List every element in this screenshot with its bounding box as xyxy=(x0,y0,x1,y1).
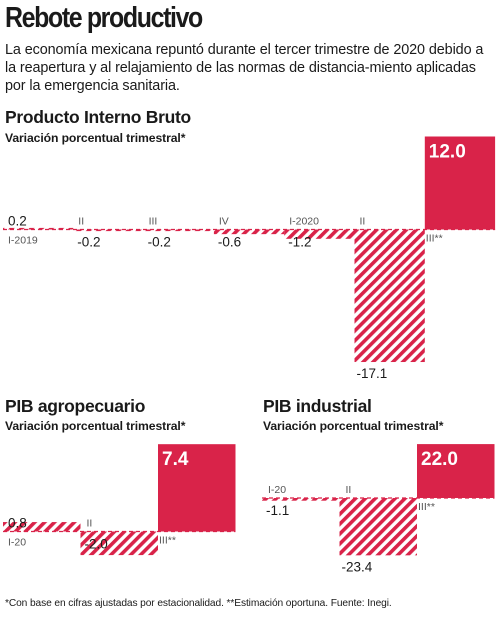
value-label: 0.2 xyxy=(8,214,27,229)
category-label: I-20 xyxy=(8,537,26,549)
value-label: -1.2 xyxy=(288,235,311,250)
value-label: 22.0 xyxy=(421,449,458,470)
bar-7 xyxy=(424,136,496,230)
bar-5 xyxy=(284,229,355,239)
category-label: II xyxy=(78,216,84,228)
value-label: -1.1 xyxy=(266,503,289,518)
category-label: III** xyxy=(426,233,443,245)
chart-title-agro: PIB agropecuario xyxy=(5,396,146,416)
value-label: -2.0 xyxy=(85,537,108,552)
chart-subtitle-pib: Variación porcentual trimestral* xyxy=(5,131,186,145)
page-title: Rebote productivo xyxy=(5,2,203,34)
chart-title-industrial: PIB industrial xyxy=(263,396,372,416)
value-label: -0.2 xyxy=(77,235,100,250)
value-label: -0.2 xyxy=(148,235,171,250)
footnote: *Con base en cifras ajustadas por estaci… xyxy=(5,598,392,609)
value-label: 7.4 xyxy=(162,449,189,470)
category-label: IV xyxy=(219,216,229,228)
category-label: II xyxy=(346,484,352,496)
bar-3 xyxy=(417,444,495,498)
category-label: II xyxy=(360,216,366,228)
chart-subtitle-industrial: Variación porcentual trimestral* xyxy=(263,419,444,433)
category-label: I-20 xyxy=(268,484,286,496)
chart-agro: I-20 0.8 II -2.0 III** 7.4 xyxy=(3,444,236,556)
bar-1 xyxy=(262,498,340,501)
chart-industrial: I-20 -1.1 II -23.4 III** 22.0 xyxy=(262,444,495,574)
category-label: III** xyxy=(159,535,176,547)
value-label: -17.1 xyxy=(357,366,388,381)
chart-title-pib: Producto Interno Bruto xyxy=(5,107,191,127)
bar-3 xyxy=(143,229,214,232)
bar-1 xyxy=(3,522,81,532)
chart-subtitle-agro: Variación porcentual trimestral* xyxy=(5,419,186,433)
bar-2 xyxy=(73,229,144,232)
bar-1 xyxy=(3,227,74,230)
chart-pib: I-2019 0.2 II -0.2 III -0.2 IV -0.6 I-2020 -1.2 II… xyxy=(3,136,496,381)
page-subtitle: La economía mexicana repuntó durante el … xyxy=(5,42,484,94)
value-label: -23.4 xyxy=(342,559,373,574)
category-label: I-2019 xyxy=(8,235,38,247)
category-label: I-2020 xyxy=(289,216,319,228)
value-label: 12.0 xyxy=(429,142,466,163)
category-label: III** xyxy=(418,501,435,513)
category-label: III xyxy=(149,216,158,228)
bar-4 xyxy=(213,229,285,235)
bar-3 xyxy=(158,444,236,532)
bar-2 xyxy=(339,498,417,556)
bar-2 xyxy=(80,531,158,556)
category-label: II xyxy=(87,518,93,530)
value-label: -0.6 xyxy=(218,235,241,250)
value-label: 0.8 xyxy=(8,516,27,531)
bar-6 xyxy=(354,229,425,363)
